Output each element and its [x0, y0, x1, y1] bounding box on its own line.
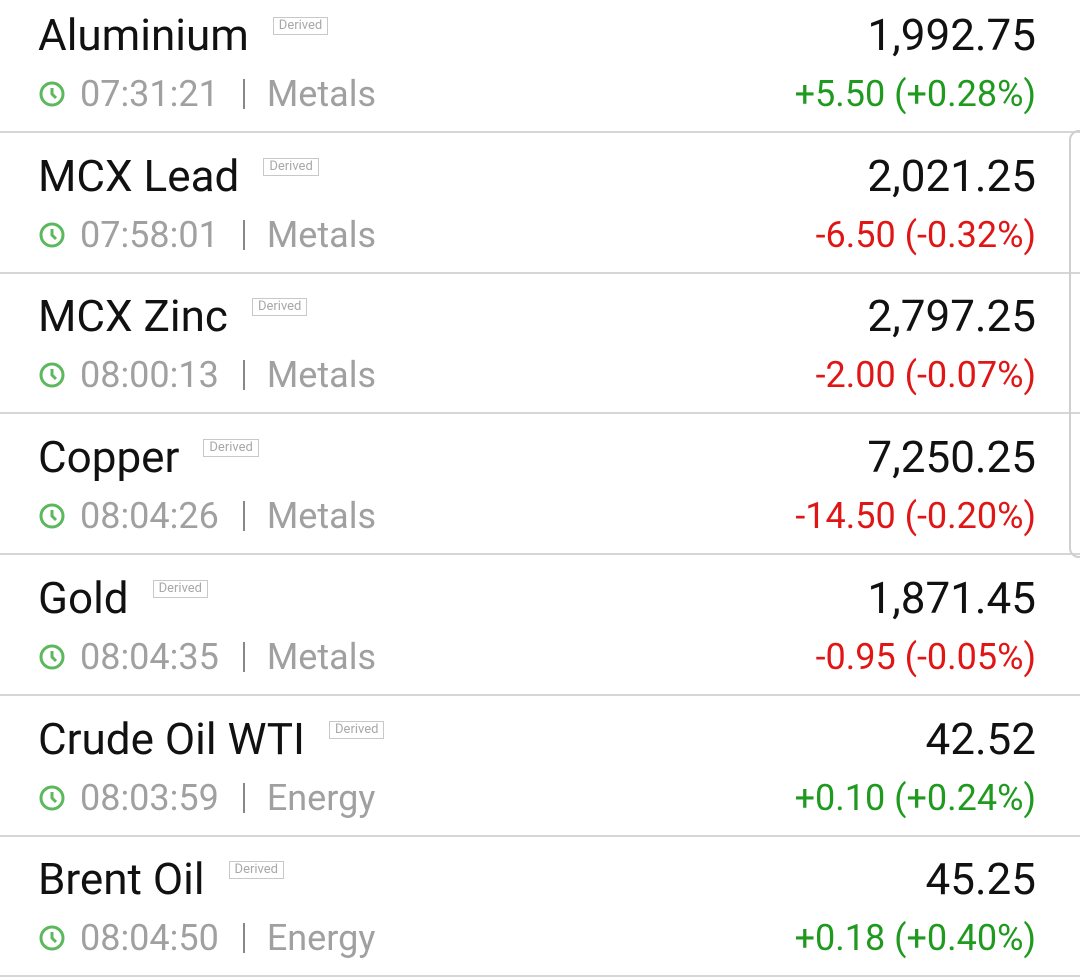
derived-badge: Derived	[203, 439, 259, 458]
separator	[242, 501, 245, 532]
change: -0.95 (-0.05%)	[815, 635, 1036, 678]
quote-row[interactable]: Crude Oil WTI Derived 08:03:59 Energy 42.52 +…	[0, 697, 1080, 837]
quote-row[interactable]: Brent Oil Derived 08:04:50 Energy 45.25 +0.18…	[0, 837, 1080, 978]
derived-badge: Derived	[263, 157, 319, 176]
instrument-name: MCX Zinc	[38, 290, 228, 343]
meta-line: 07:58:01 Metals	[38, 212, 376, 258]
meta-line: 08:04:50 Energy	[38, 915, 375, 961]
price: 45.25	[925, 853, 1036, 906]
quote-row[interactable]: MCX Lead Derived 07:58:01 Metals 2,021.25 -6.…	[0, 134, 1080, 274]
separator	[242, 79, 245, 109]
price: 1,992.75	[867, 9, 1036, 61]
change: -6.50 (-0.32%)	[815, 213, 1036, 256]
change: +0.18 (+0.40%)	[794, 917, 1036, 960]
name-line: Crude Oil WTI Derived	[38, 711, 385, 767]
instrument-name: Aluminium	[38, 9, 249, 61]
instrument-name: Brent Oil	[38, 853, 205, 906]
separator	[242, 360, 245, 391]
scrollbar	[1069, 130, 1080, 558]
time: 08:04:35	[80, 635, 219, 678]
change: +0.10 (+0.24%)	[794, 776, 1036, 819]
meta-line: 08:03:59 Energy	[38, 775, 375, 821]
name-line: MCX Lead Derived	[38, 148, 319, 204]
clock-icon	[39, 222, 65, 248]
category: Metals	[266, 213, 377, 256]
change: +5.50 (+0.28%)	[794, 73, 1036, 115]
change: -2.00 (-0.07%)	[815, 354, 1036, 397]
derived-badge: Derived	[152, 579, 209, 598]
quote-row[interactable]: Aluminium Derived 07:31:21 Metals 1,992.75 +5…	[0, 0, 1080, 133]
name-line: Aluminium Derived	[38, 7, 329, 63]
time: 08:04:26	[80, 495, 219, 538]
change: -14.50 (-0.20%)	[795, 495, 1036, 538]
price: 2,021.25	[867, 149, 1036, 202]
clock-icon	[39, 925, 65, 951]
category: Metals	[266, 354, 377, 397]
clock-icon	[39, 785, 65, 810]
name-line: Gold Derived	[38, 570, 209, 626]
time: 08:03:59	[80, 776, 219, 819]
price: 42.52	[925, 712, 1036, 765]
derived-badge: Derived	[272, 17, 329, 35]
derived-badge: Derived	[228, 861, 284, 880]
derived-badge: Derived	[251, 298, 308, 317]
separator	[242, 923, 245, 954]
category: Energy	[266, 776, 376, 819]
name-line: Copper Derived	[38, 429, 259, 485]
quote-row[interactable]: Copper Derived 08:04:26 Metals 7,250.25 -14.5…	[0, 415, 1080, 556]
category: Metals	[266, 495, 377, 538]
meta-line: 07:31:21 Metals	[38, 71, 376, 117]
category: Energy	[266, 917, 376, 960]
quote-row[interactable]: Gold Derived 08:04:35 Metals 1,871.45 -0.95 (…	[0, 556, 1080, 696]
name-line: Brent Oil Derived	[38, 851, 284, 907]
name-line: MCX Zinc Derived	[38, 288, 308, 344]
quote-row[interactable]: MCX Zinc Derived 08:00:13 Metals 2,797.25 -2.…	[0, 274, 1080, 415]
meta-line: 08:00:13 Metals	[38, 352, 376, 398]
separator	[242, 219, 245, 250]
price: 2,797.25	[867, 290, 1036, 343]
category: Metals	[266, 635, 377, 678]
time: 08:04:50	[80, 917, 219, 960]
meta-line: 08:04:35 Metals	[38, 634, 376, 680]
clock-icon	[39, 644, 65, 670]
instrument-name: Copper	[38, 431, 180, 484]
clock-icon	[39, 503, 65, 529]
instrument-name: Gold	[38, 571, 129, 624]
derived-badge: Derived	[329, 720, 385, 739]
meta-line: 08:04:26 Metals	[38, 493, 376, 539]
category: Metals	[266, 73, 377, 115]
time: 07:31:21	[80, 73, 219, 115]
separator	[242, 782, 245, 813]
price: 7,250.25	[867, 431, 1036, 484]
instrument-name: Crude Oil WTI	[38, 712, 306, 765]
clock-icon	[39, 362, 65, 388]
time: 07:58:01	[80, 213, 219, 256]
instrument-name: MCX Lead	[38, 149, 240, 202]
price: 1,871.45	[867, 571, 1036, 624]
separator	[242, 641, 245, 672]
time: 08:00:13	[80, 354, 219, 397]
clock-icon	[39, 81, 65, 107]
